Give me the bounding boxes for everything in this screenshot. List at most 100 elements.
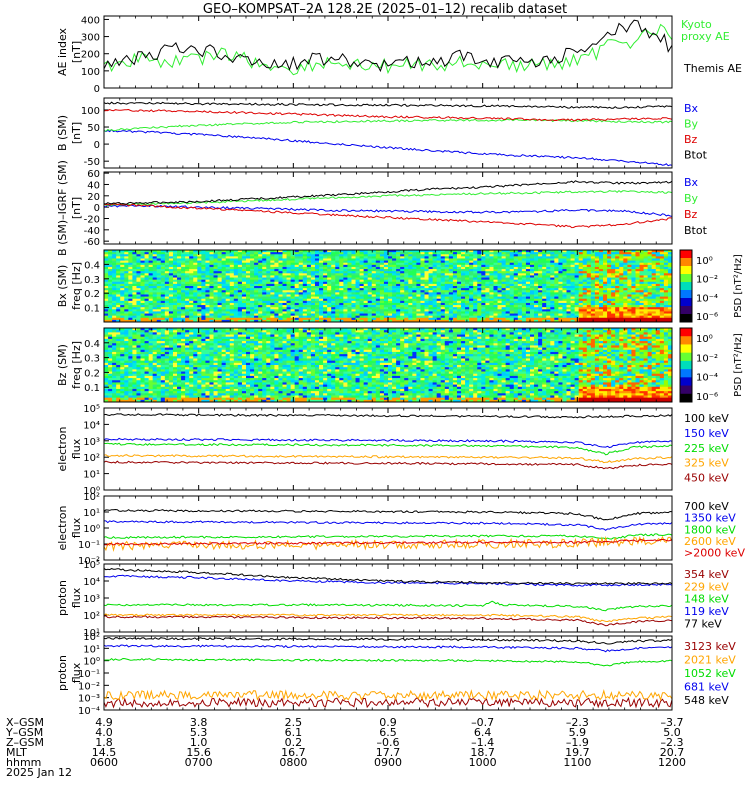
spectrogram-cell (481, 294, 486, 297)
spectrogram-cell (237, 277, 243, 281)
spectrogram-cell (306, 252, 312, 255)
spectrogram-cell (477, 317, 482, 321)
spectrogram-cell (306, 258, 312, 261)
spectrogram-cell (225, 266, 231, 270)
spectrogram-cell (347, 277, 352, 281)
spectrogram-cell (375, 305, 381, 308)
spectrogram-cell (375, 317, 381, 321)
spectrogram-cell (477, 294, 482, 297)
spectrogram-cell (116, 266, 121, 270)
spectrogram-cell (436, 273, 442, 276)
spectrogram-cell (298, 307, 304, 310)
spectrogram-cell (225, 277, 231, 281)
spectrogram-cell (144, 281, 150, 285)
spectrogram-cell (108, 262, 113, 266)
spectrogram-cell (266, 260, 271, 264)
spectrogram-cell (388, 252, 393, 255)
spectrogram-cell (246, 292, 251, 295)
spectrogram-cell (156, 307, 162, 310)
spectrogram-cell (172, 298, 178, 302)
spectrogram-cell (181, 258, 186, 261)
spectrogram-cell (201, 273, 206, 276)
spectrogram-cell (440, 250, 446, 253)
spectrogram-cell (241, 305, 247, 308)
spectrogram-cell (160, 252, 166, 255)
spectrogram-cell (104, 260, 109, 264)
spectrogram-cell (351, 264, 356, 268)
spectrogram-cell (375, 264, 381, 268)
spectrogram-cell (428, 302, 434, 306)
spectrogram-cell (294, 294, 300, 297)
spectrogram-cell (323, 279, 328, 283)
spectrogram-cell (116, 292, 121, 295)
spectrogram-cell (168, 311, 174, 314)
spectrogram-cell (319, 286, 324, 289)
spectrogram-cell (270, 288, 275, 291)
spectrogram-cell (217, 260, 223, 264)
spectrogram-cell (444, 260, 450, 264)
spectrogram-cell (108, 258, 113, 261)
spectrogram-cell (193, 252, 198, 255)
spectrogram-cell (250, 300, 255, 304)
spectrogram-cell (274, 283, 279, 287)
spectrogram-cell (371, 266, 377, 270)
spectrogram-cell (424, 264, 429, 268)
spectrogram-cell (250, 260, 255, 264)
spectrogram-cell (347, 292, 352, 295)
spectrogram-cell (132, 307, 137, 310)
spectrogram-cell (168, 296, 174, 300)
spectrogram-cell (367, 256, 373, 259)
spectrogram-cell (262, 262, 267, 266)
spectrogram-cell (185, 313, 190, 317)
spectrogram-cell (286, 264, 292, 268)
spectrogram-cell (177, 290, 182, 293)
spectrogram-cell (160, 266, 166, 270)
spectrogram-cell (298, 311, 304, 314)
spectrogram-cell (489, 292, 494, 295)
spectrogram-cell (229, 271, 235, 274)
spectrogram-cell (428, 298, 434, 302)
spectrogram-cell (156, 250, 162, 253)
spectrogram-cell (124, 277, 129, 281)
spectrogram-cell (237, 256, 243, 259)
spectrogram-cell (404, 309, 409, 312)
spectrogram-cell (363, 286, 369, 289)
spectrogram-cell (400, 315, 405, 319)
spectrogram-cell (217, 288, 223, 291)
spectrogram-cell (270, 298, 275, 302)
spectrogram-cell (302, 258, 308, 261)
spectrogram-cell (331, 286, 336, 289)
spectrogram-cell (489, 298, 494, 302)
spectrogram-cell (282, 260, 287, 264)
spectrogram-cell (172, 315, 178, 319)
y-tick-label: -20 (84, 214, 100, 225)
spectrogram-cell (294, 307, 300, 310)
spectrogram-cell (177, 317, 182, 321)
series-line-bx (103, 128, 673, 167)
spectrogram-cell (128, 273, 133, 276)
spectrogram-cell (229, 258, 235, 261)
spectrogram-cell (456, 319, 462, 323)
spectrogram-cell (302, 260, 308, 264)
spectrogram-cell (270, 302, 275, 306)
spectrogram-cell (164, 281, 170, 285)
spectrogram-cell (112, 317, 117, 321)
spectrogram-cell (246, 258, 251, 261)
spectrogram-cell (274, 296, 279, 300)
spectrogram-cell (302, 319, 308, 323)
spectrogram-cell (367, 260, 373, 264)
spectrogram-cell (327, 264, 332, 268)
spectrogram-cell (400, 273, 405, 276)
spectrogram-cell (278, 309, 283, 312)
spectrogram-cell (383, 294, 389, 297)
spectrogram-cell (448, 258, 454, 261)
spectrogram-cell (428, 290, 434, 293)
spectrogram-cell (250, 298, 255, 302)
spectrogram-cell (213, 256, 218, 259)
spectrogram-cell (367, 317, 373, 321)
spectrogram-cell (331, 266, 336, 270)
spectrogram-cell (104, 307, 109, 310)
spectrogram-cell (132, 302, 137, 306)
spectrogram-cell (217, 296, 223, 300)
